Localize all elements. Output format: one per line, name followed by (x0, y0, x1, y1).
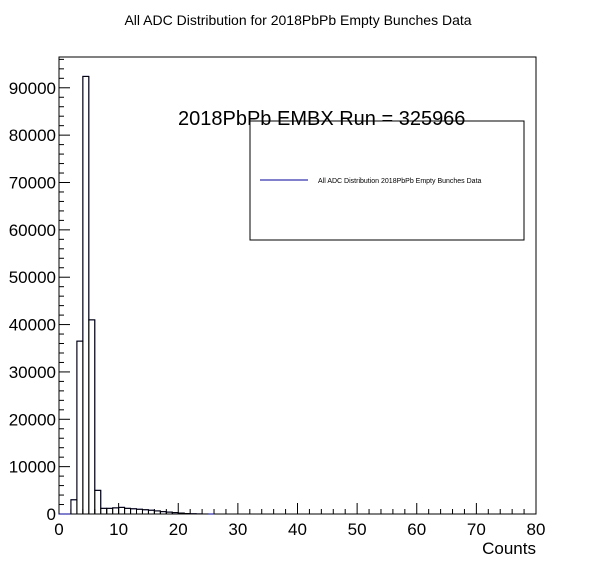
histogram-bin (160, 512, 166, 514)
y-tick-label: 50000 (9, 268, 56, 287)
histogram-bin (125, 508, 131, 514)
histogram-bin (148, 510, 154, 514)
histogram-bin (89, 320, 95, 514)
histogram-bin (154, 511, 160, 514)
x-tick-label: 30 (228, 520, 247, 539)
histogram-bin (131, 509, 137, 514)
legend: All ADC Distribution 2018PbPb Empty Bunc… (250, 121, 524, 240)
histogram-bin (119, 507, 125, 514)
histogram-step-line (59, 76, 214, 514)
y-tick-label: 30000 (9, 363, 56, 382)
y-axis: 0 10000 20000 30000 40000 50000 60000 70000 8000… (9, 59, 70, 524)
legend-entry: All ADC Distribution 2018PbPb Empty Bunc… (318, 178, 482, 185)
y-tick-label: 80000 (9, 126, 56, 145)
x-tick-label: 40 (288, 520, 307, 539)
histogram-bins (59, 76, 214, 514)
y-tick-label: 10000 (9, 458, 56, 477)
x-tick-label: 50 (348, 520, 367, 539)
x-tick-label: 70 (467, 520, 486, 539)
y-tick-label: 40000 (9, 316, 56, 335)
histogram-bin (95, 490, 101, 514)
histogram-bin (77, 341, 83, 514)
run-annotation: 2018PbPb EMBX Run = 325966 (178, 108, 465, 130)
histogram-bin (172, 513, 178, 514)
histogram-bin (178, 513, 184, 514)
y-tick-label: 20000 (9, 410, 56, 429)
histogram-bin (113, 508, 119, 514)
y-tick-label: 60000 (9, 221, 56, 240)
histogram-bin (107, 508, 113, 514)
histogram-bin (71, 500, 77, 514)
histogram-bin (101, 508, 107, 514)
x-axis-label: Counts (482, 539, 536, 558)
y-tick-label: 90000 (9, 79, 56, 98)
x-tick-label: 80 (527, 520, 546, 539)
histogram-bin (137, 509, 143, 514)
histogram-bin (142, 510, 148, 514)
y-tick-label: 70000 (9, 173, 56, 192)
histogram-bin (166, 512, 172, 514)
x-tick-label: 60 (407, 520, 426, 539)
y-tick-label: 0 (47, 505, 56, 524)
histogram-bin (83, 76, 89, 514)
chart-title: All ADC Distribution for 2018PbPb Empty … (124, 12, 471, 28)
x-tick-label: 10 (109, 520, 128, 539)
x-tick-label: 20 (169, 520, 188, 539)
